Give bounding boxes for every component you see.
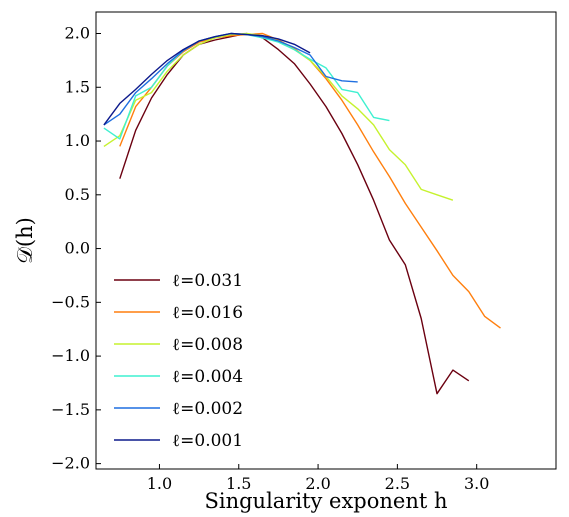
- y-tick-label-4: 0.0: [65, 239, 90, 258]
- legend-label-3: ℓ=0.004: [172, 367, 243, 387]
- legend-label-5: ℓ=0.001: [172, 431, 243, 451]
- x-axis-label: Singularity exponent h: [204, 489, 447, 513]
- series-line-5: [103, 32, 311, 126]
- axes-frame: [95, 11, 557, 470]
- legend-label-0: ℓ=0.031: [172, 271, 243, 291]
- y-tick-label-2: −1.0: [51, 346, 90, 365]
- y-tick-label-3: −0.5: [51, 292, 90, 311]
- y-axis-label: 𝒟(h): [13, 217, 37, 264]
- series-line-0: [119, 32, 470, 395]
- x-tick-label-1: 1.5: [226, 474, 251, 493]
- y-tick-label-0: −2.0: [51, 454, 90, 473]
- y-tick-label-5: 0.5: [65, 185, 90, 204]
- y-tick-label-1: −1.5: [51, 400, 90, 419]
- y-tick-label-7: 1.5: [65, 77, 90, 96]
- legend-label-4: ℓ=0.002: [172, 399, 243, 419]
- y-tick-label-8: 2.0: [65, 24, 90, 43]
- series-line-3: [103, 32, 390, 140]
- x-tick-label-2: 2.0: [305, 474, 330, 493]
- legend: ℓ=0.031 ℓ=0.016 ℓ=0.008 ℓ=0.004 ℓ=0.002 ℓ=0.0…: [114, 271, 243, 451]
- x-tick-label-3: 2.5: [385, 474, 410, 493]
- x-tick-label-0: 1.0: [147, 474, 172, 493]
- series-line-2: [103, 32, 454, 201]
- x-tick-label-4: 3.0: [464, 474, 489, 493]
- legend-label-1: ℓ=0.016: [172, 303, 243, 323]
- plot-area: 1.0 1.5 2.0 2.5 3.0 −2.0 −1.5 −1.0 −0.5 0.0 0.5 1.0…: [51, 11, 557, 493]
- series-line-4: [103, 32, 358, 126]
- legend-label-2: ℓ=0.008: [172, 335, 243, 355]
- y-tick-label-6: 1.0: [65, 131, 90, 150]
